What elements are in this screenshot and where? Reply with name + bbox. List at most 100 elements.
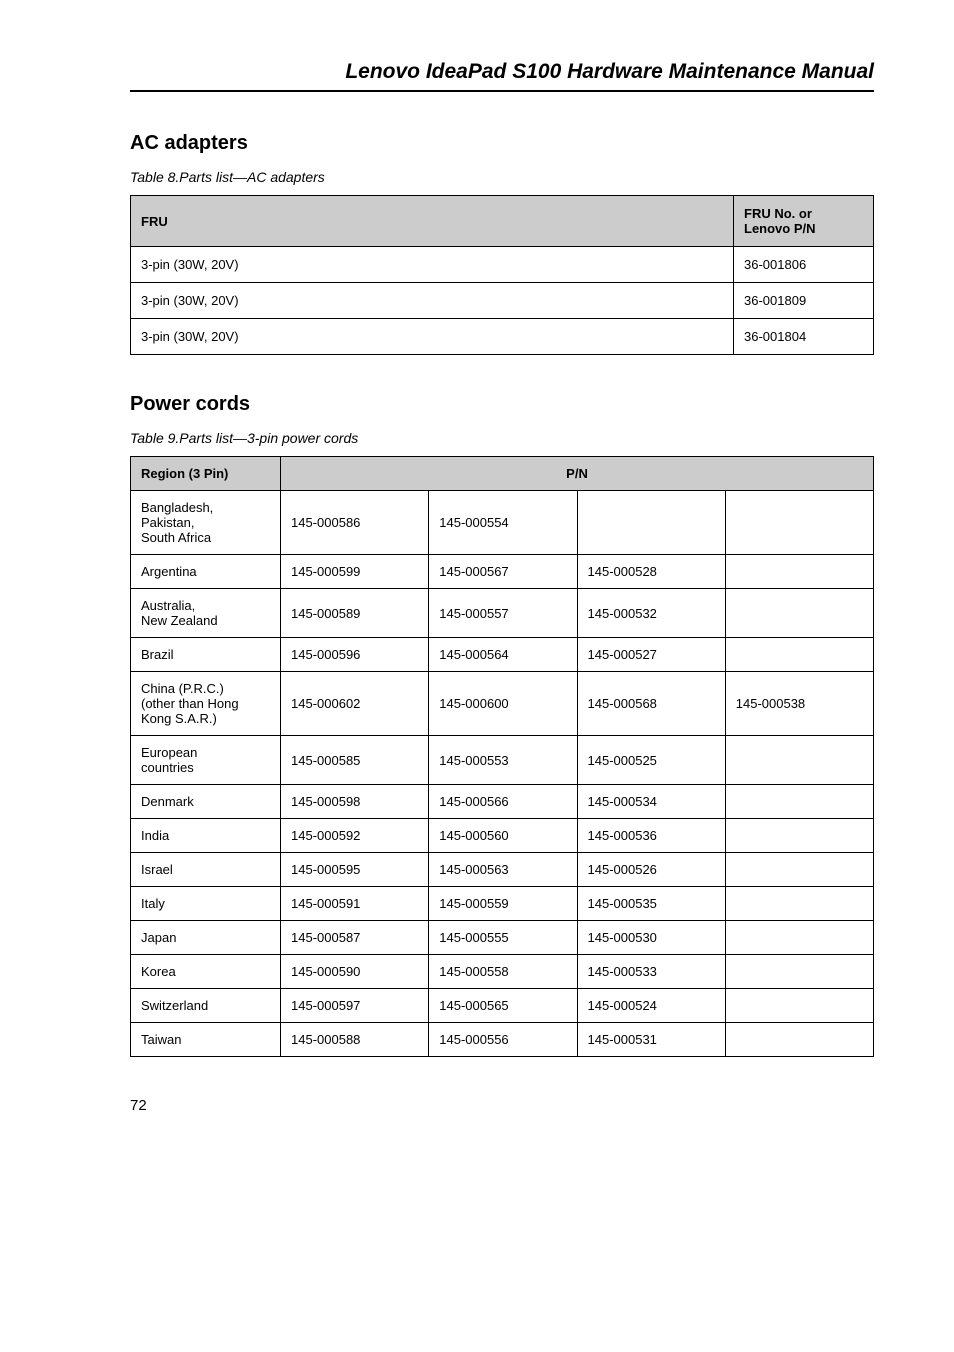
pn-cell: 145-000533 — [577, 955, 725, 989]
pn-cell — [725, 555, 873, 589]
region-cell: Korea — [131, 955, 281, 989]
pn-cell — [725, 887, 873, 921]
table-row: Japan145-000587145-000555145-000530 — [131, 921, 874, 955]
table-row: Switzerland145-000597145-000565145-00052… — [131, 989, 874, 1023]
pn-cell: 145-000598 — [281, 785, 429, 819]
col-fruno-l1: FRU No. or — [744, 206, 812, 221]
pn-cell: 145-000589 — [281, 589, 429, 638]
table-row: India145-000592145-000560145-000536 — [131, 819, 874, 853]
fruno-cell: 36-001806 — [734, 247, 874, 283]
pn-cell: 145-000565 — [429, 989, 577, 1023]
pn-cell — [725, 853, 873, 887]
col-region: Region (3 Pin) — [131, 457, 281, 491]
pn-cell: 145-000599 — [281, 555, 429, 589]
region-cell: Italy — [131, 887, 281, 921]
pn-cell: 145-000536 — [577, 819, 725, 853]
region-cell: Bangladesh, Pakistan, South Africa — [131, 491, 281, 555]
region-cell: Switzerland — [131, 989, 281, 1023]
region-cell: Israel — [131, 853, 281, 887]
fru-cell: 3-pin (30W, 20V) — [131, 319, 734, 355]
col-fruno-l2: Lenovo P/N — [744, 221, 816, 236]
table-row: Italy145-000591145-000559145-000535 — [131, 887, 874, 921]
ac-adapters-heading: AC adapters — [130, 132, 874, 155]
table-row: China (P.R.C.) (other than Hong Kong S.A… — [131, 672, 874, 736]
table-row: Denmark145-000598145-000566145-000534 — [131, 785, 874, 819]
pn-cell: 145-000558 — [429, 955, 577, 989]
power-cords-caption: Table 9.Parts list—3-pin power cords — [130, 430, 874, 446]
pn-cell: 145-000528 — [577, 555, 725, 589]
pn-cell — [725, 785, 873, 819]
table-row: Bangladesh, Pakistan, South Africa145-00… — [131, 491, 874, 555]
region-cell: Brazil — [131, 638, 281, 672]
region-cell: Japan — [131, 921, 281, 955]
pn-cell — [725, 491, 873, 555]
pn-cell: 145-000560 — [429, 819, 577, 853]
pn-cell: 145-000554 — [429, 491, 577, 555]
pn-cell — [725, 989, 873, 1023]
pn-cell: 145-000532 — [577, 589, 725, 638]
ac-adapters-caption: Table 8.Parts list—AC adapters — [130, 169, 874, 185]
pn-cell: 145-000526 — [577, 853, 725, 887]
pn-cell — [725, 921, 873, 955]
region-cell: European countries — [131, 736, 281, 785]
table-row: Israel145-000595145-000563145-000526 — [131, 853, 874, 887]
table-row: Brazil145-000596145-000564145-000527 — [131, 638, 874, 672]
fruno-cell: 36-001804 — [734, 319, 874, 355]
pn-cell: 145-000555 — [429, 921, 577, 955]
page-number: 72 — [130, 1097, 874, 1114]
ac-adapters-table: FRU FRU No. or Lenovo P/N 3-pin (30W, 20… — [130, 195, 874, 355]
region-cell: Australia, New Zealand — [131, 589, 281, 638]
pn-cell: 145-000568 — [577, 672, 725, 736]
fruno-cell: 36-001809 — [734, 283, 874, 319]
pn-cell: 145-000566 — [429, 785, 577, 819]
pn-cell: 145-000585 — [281, 736, 429, 785]
table-row: Argentina145-000599145-000567145-000528 — [131, 555, 874, 589]
pn-cell: 145-000567 — [429, 555, 577, 589]
table-row: 3-pin (30W, 20V)36-001806 — [131, 247, 874, 283]
col-fru: FRU — [131, 196, 734, 247]
pn-cell — [725, 638, 873, 672]
col-pn: P/N — [281, 457, 874, 491]
power-cords-heading: Power cords — [130, 393, 874, 416]
pn-cell: 145-000592 — [281, 819, 429, 853]
pn-cell: 145-000535 — [577, 887, 725, 921]
fru-cell: 3-pin (30W, 20V) — [131, 283, 734, 319]
pn-cell — [725, 589, 873, 638]
region-cell: Denmark — [131, 785, 281, 819]
pn-cell: 145-000600 — [429, 672, 577, 736]
pn-cell — [725, 955, 873, 989]
fru-cell: 3-pin (30W, 20V) — [131, 247, 734, 283]
pn-cell: 145-000588 — [281, 1023, 429, 1057]
table-row: 3-pin (30W, 20V)36-001804 — [131, 319, 874, 355]
table-row: European countries145-000585145-00055314… — [131, 736, 874, 785]
pn-cell: 145-000602 — [281, 672, 429, 736]
pn-cell: 145-000527 — [577, 638, 725, 672]
pn-cell: 145-000531 — [577, 1023, 725, 1057]
pn-cell: 145-000553 — [429, 736, 577, 785]
table-row: Australia, New Zealand145-000589145-0005… — [131, 589, 874, 638]
pn-cell: 145-000556 — [429, 1023, 577, 1057]
table-row: 3-pin (30W, 20V)36-001809 — [131, 283, 874, 319]
pn-cell: 145-000534 — [577, 785, 725, 819]
pn-cell — [725, 736, 873, 785]
pn-cell: 145-000591 — [281, 887, 429, 921]
pn-cell: 145-000524 — [577, 989, 725, 1023]
pn-cell: 145-000557 — [429, 589, 577, 638]
pn-cell — [725, 1023, 873, 1057]
region-cell: Argentina — [131, 555, 281, 589]
col-fruno: FRU No. or Lenovo P/N — [734, 196, 874, 247]
pn-cell: 145-000590 — [281, 955, 429, 989]
pn-cell: 145-000538 — [725, 672, 873, 736]
pn-cell: 145-000596 — [281, 638, 429, 672]
pn-cell: 145-000586 — [281, 491, 429, 555]
region-cell: India — [131, 819, 281, 853]
pn-cell — [577, 491, 725, 555]
pn-cell: 145-000559 — [429, 887, 577, 921]
region-cell: Taiwan — [131, 1023, 281, 1057]
table-row: Korea145-000590145-000558145-000533 — [131, 955, 874, 989]
power-cords-table: Region (3 Pin) P/N Bangladesh, Pakistan,… — [130, 456, 874, 1057]
pn-cell: 145-000597 — [281, 989, 429, 1023]
region-cell: China (P.R.C.) (other than Hong Kong S.A… — [131, 672, 281, 736]
pn-cell: 145-000587 — [281, 921, 429, 955]
pn-cell: 145-000530 — [577, 921, 725, 955]
